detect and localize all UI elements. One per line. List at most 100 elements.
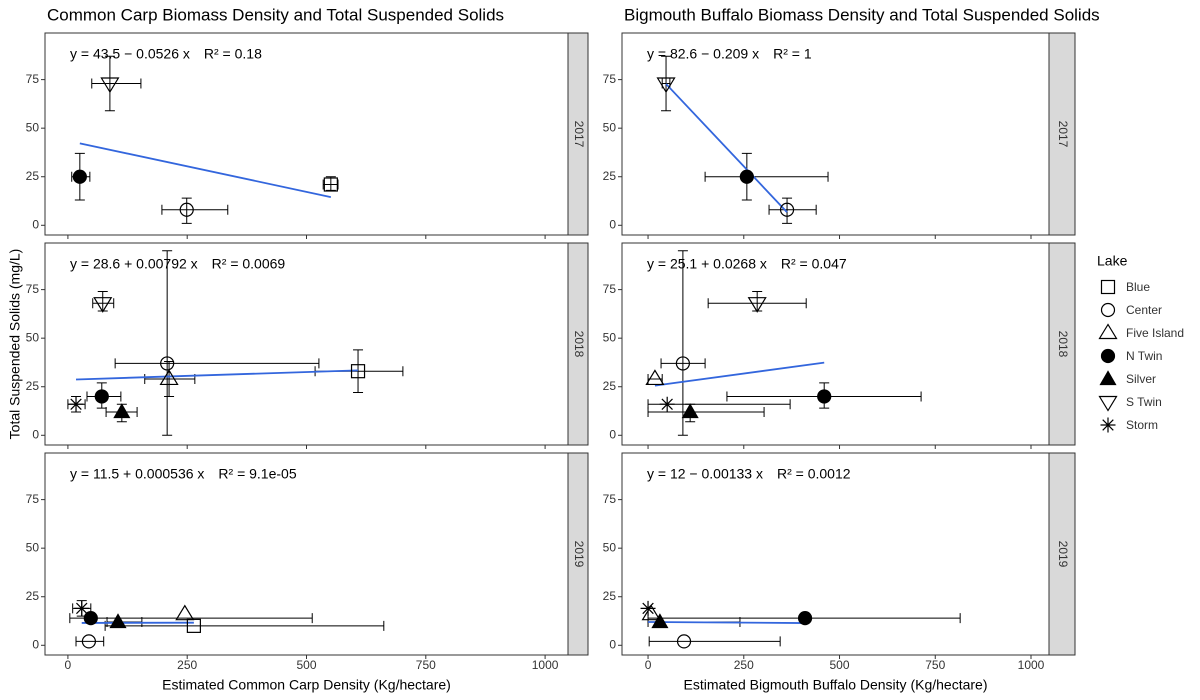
x-error-bar [69,613,313,624]
y-tick-label: 50 [26,540,40,554]
y-tick-label: 25 [603,379,617,393]
y-tick-label: 0 [609,217,616,231]
strip [567,452,589,656]
equation: y = 43.5 − 0.0526 x [70,46,190,62]
y-tick-label: 75 [603,492,617,506]
marker [676,634,692,649]
x-error-bar [92,298,115,309]
strip-label: 2019 [1056,541,1070,568]
marker [72,169,87,184]
strip-label: 2017 [1056,121,1070,148]
marker [100,77,120,94]
marker [113,403,131,419]
x-tick-label: 0 [645,658,652,672]
strip [1048,32,1076,236]
marker [93,297,113,313]
marker [160,356,175,371]
marker [83,610,98,626]
y-tick-label: 0 [32,637,39,651]
marker [739,169,754,184]
strip [567,242,589,446]
panel: 2018 0 25 50 75 y = 25.1 + 0.0268 x R² = 0.047 [603,242,1076,449]
y-error-bar [181,197,192,224]
legend-title: Lake [1097,253,1128,269]
marker [779,202,795,217]
panel: 2017 0 25 50 75 y = 43.5 − 0.0526 x R² = 0.18 [26,32,589,239]
chart-title: Bigmouth Buffalo Biomass Density and Tot… [624,5,1100,24]
y-tick-label: 75 [603,282,617,296]
equation: y = 12 − 0.00133 x [647,466,763,482]
y-tick-label: 25 [26,589,40,603]
marker [350,364,366,379]
marker [323,177,338,192]
strip [567,32,589,236]
marker [1100,302,1116,318]
r-squared: R² = 0.047 [781,256,847,272]
equation: y = 82.6 − 0.209 x [647,46,759,62]
panel: 2017 0 25 50 75 y = 82.6 − 0.209 x R² = 1 [603,32,1076,239]
x-error-bar [707,298,807,309]
y-tick-label: 25 [26,379,40,393]
x-tick-label: 500 [296,658,316,672]
marker [1100,417,1116,433]
x-tick-label: 1000 [532,658,559,672]
asterisk-stroke [74,600,90,616]
asterisk-stroke [1100,417,1116,433]
y-tick-label: 75 [603,72,617,86]
y-tick-label: 0 [32,217,39,231]
marker [640,600,656,616]
y-tick-label: 75 [26,72,40,86]
marker [1099,370,1117,386]
y-tick-label: 50 [26,120,40,134]
marker [68,396,84,412]
x-tick-label: 0 [65,658,72,672]
x-axis-label: Estimated Common Carp Density (Kg/hectar… [162,677,451,693]
panel-frame [44,452,569,656]
marker [641,604,661,621]
strip-label: 2017 [572,121,586,148]
x-error-bar [660,358,706,369]
y-tick-label: 50 [603,120,617,134]
legend: Lake Blue Center Five Island N Twin Silver S T… [1097,253,1184,433]
regression-line [665,83,788,213]
y-tick-label: 25 [603,589,617,603]
marker [656,77,676,94]
marker [74,600,90,616]
panel: 2018 0 25 50 75 y = 28.6 + 0.00792 x R² = 0.00… [26,242,589,449]
marker [817,389,832,404]
marker [159,369,179,386]
marker [1100,348,1116,364]
asterisk-stroke [659,396,675,412]
marker [94,389,109,404]
y-tick-label: 0 [32,427,39,441]
strip-label: 2018 [1056,331,1070,358]
marker [1100,279,1116,295]
strip [1048,242,1076,446]
marker [175,604,195,621]
marker [1098,395,1118,412]
x-tick-label: 750 [925,658,945,672]
panel-frame [621,32,1050,236]
legend-label: S Twin [1126,395,1162,409]
y-error-bar [782,197,793,224]
x-tick-label: 750 [416,658,436,672]
equation: y = 25.1 + 0.0268 x [647,256,767,272]
marker [797,610,813,626]
regression-line [75,369,359,381]
regression-line [654,361,825,387]
equation: y = 11.5 + 0.000536 x [70,466,204,482]
y-tick-label: 50 [603,540,617,554]
r-squared: R² = 0.0012 [777,466,851,482]
y-error-bar [325,176,336,191]
x-tick-label: 500 [830,658,850,672]
y-tick-label: 75 [26,492,40,506]
y-tick-label: 25 [26,169,40,183]
x-tick-label: 250 [177,658,197,672]
y-tick-label: 0 [609,637,616,651]
asterisk-stroke [68,396,84,412]
marker [109,613,127,629]
x-error-bar [75,636,105,647]
legend-label: Storm [1126,418,1158,432]
